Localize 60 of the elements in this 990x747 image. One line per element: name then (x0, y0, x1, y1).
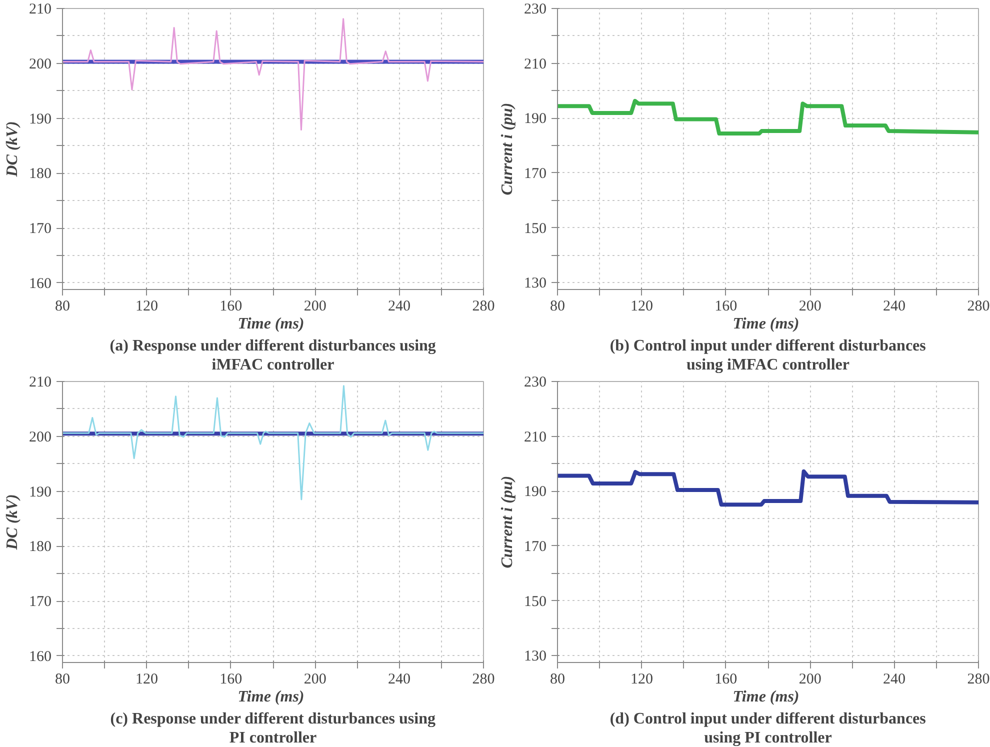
x-axis-title: Time (ms) (732, 316, 800, 332)
y-tick-label: 210 (29, 2, 52, 18)
y-tick-label: 230 (524, 2, 546, 18)
y-tick-label: 190 (524, 484, 546, 500)
x-tick-label: 200 (798, 672, 822, 688)
y-tick-label: 160 (29, 648, 52, 665)
x-tick-label: 240 (883, 298, 906, 314)
text: (b) Control input under different disturbances using iMFAC controller (610, 338, 926, 374)
x-tick-label: 120 (630, 298, 653, 314)
x-tick-label: 280 (472, 672, 495, 688)
y-tick-label: 170 (29, 594, 52, 610)
y-tick-label: 170 (524, 166, 546, 182)
x-tick-label: 200 (304, 672, 326, 688)
y-tick-label: 150 (524, 220, 546, 237)
y-tick-label: 190 (29, 484, 52, 500)
y-tick-label: 180 (29, 166, 52, 182)
y-axis-title: Current i (pu) (499, 476, 516, 568)
x-tick-label: 80 (550, 672, 565, 688)
y-tick-label: 210 (524, 429, 546, 446)
y-tick-label: 170 (29, 221, 52, 238)
text: (d) Control input under different disturbances using PI controller (610, 710, 926, 746)
x-tick-label: 120 (630, 672, 653, 688)
x-tick-label: 80 (55, 672, 70, 688)
y-tick-label: 230 (524, 374, 546, 390)
x-tick-label: 80 (55, 298, 70, 314)
y-tick-label: 180 (29, 539, 52, 556)
y-tick-label: 200 (29, 56, 52, 72)
x-tick-label: 280 (472, 298, 495, 314)
x-tick-label: 280 (967, 298, 990, 314)
x-axis-title: Time (ms) (238, 688, 304, 706)
x-tick-label: 240 (883, 672, 906, 688)
y-tick-label: 160 (29, 276, 52, 292)
x-tick-label: 80 (550, 298, 565, 314)
y-axis-title: DC (kV) (4, 494, 21, 551)
y-axis-title: DC (kV) (4, 121, 21, 178)
x-tick-label: 200 (304, 298, 326, 314)
x-tick-label: 160 (220, 672, 242, 688)
y-tick-label: 170 (524, 538, 546, 555)
text: (c) Response under different disturbances using PI controller (110, 710, 436, 746)
x-tick-label: 200 (798, 298, 822, 314)
x-tick-label: 160 (714, 672, 738, 688)
y-tick-label: 210 (524, 56, 546, 72)
x-tick-label: 240 (388, 672, 411, 688)
x-tick-label: 160 (220, 298, 242, 314)
x-tick-label: 240 (388, 298, 411, 314)
y-tick-label: 130 (524, 648, 546, 665)
x-tick-label: 120 (135, 672, 158, 688)
y-tick-label: 150 (524, 594, 546, 610)
y-tick-label: 200 (29, 429, 52, 446)
x-tick-label: 160 (714, 298, 738, 314)
y-tick-label: 130 (524, 276, 546, 292)
y-tick-label: 190 (524, 111, 546, 128)
x-axis-title: Time (ms) (238, 316, 304, 332)
text: (a) Response under different disturbances using iMFAC controller (110, 338, 436, 374)
y-tick-label: 210 (29, 374, 52, 390)
x-axis-title: Time (ms) (732, 688, 800, 706)
x-tick-label: 120 (135, 298, 158, 314)
y-axis-title: Current i (pu) (499, 102, 516, 196)
y-tick-label: 190 (29, 111, 52, 128)
x-tick-label: 280 (967, 672, 990, 688)
